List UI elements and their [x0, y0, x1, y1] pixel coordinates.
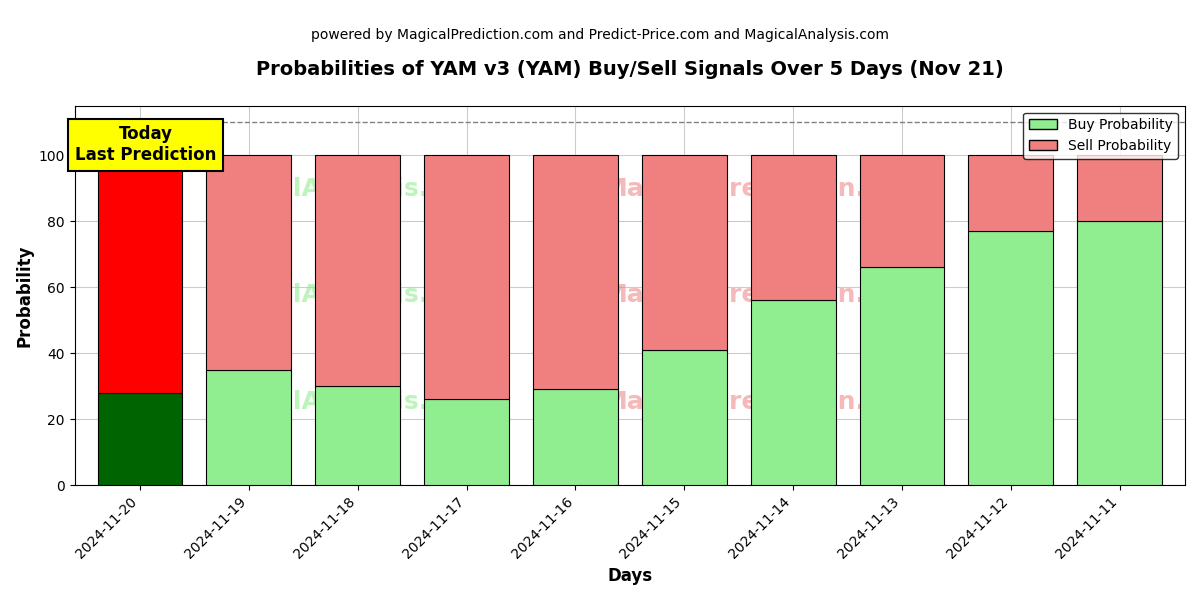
Bar [751, 300, 835, 485]
Text: MagicalPrediction.com: MagicalPrediction.com [602, 389, 924, 413]
Text: Today
Last Prediction: Today Last Prediction [74, 125, 216, 164]
Bar [206, 155, 292, 370]
Bar [968, 231, 1054, 485]
X-axis label: Days: Days [607, 567, 653, 585]
Bar [206, 370, 292, 485]
Bar [97, 392, 182, 485]
Y-axis label: Probability: Probability [16, 244, 34, 347]
Bar [642, 350, 727, 485]
Text: calAnalysis.com: calAnalysis.com [262, 283, 487, 307]
Bar [533, 389, 618, 485]
Text: calAnalysis.com: calAnalysis.com [262, 177, 487, 201]
Text: MagicalPrediction.com: MagicalPrediction.com [602, 283, 924, 307]
Bar [642, 155, 727, 350]
Text: MagicalPrediction.com: MagicalPrediction.com [602, 177, 924, 201]
Bar [316, 155, 400, 386]
Legend: Buy Probability, Sell Probability: Buy Probability, Sell Probability [1024, 113, 1178, 158]
Bar [1078, 221, 1162, 485]
Bar [533, 155, 618, 389]
Text: calAnalysis.com: calAnalysis.com [262, 389, 487, 413]
Bar [316, 386, 400, 485]
Bar [97, 155, 182, 392]
Bar [859, 155, 944, 267]
Bar [968, 155, 1054, 231]
Bar [751, 155, 835, 300]
Text: powered by MagicalPrediction.com and Predict-Price.com and MagicalAnalysis.com: powered by MagicalPrediction.com and Pre… [311, 28, 889, 42]
Bar [859, 267, 944, 485]
Bar [424, 155, 509, 399]
Bar [424, 399, 509, 485]
Title: Probabilities of YAM v3 (YAM) Buy/Sell Signals Over 5 Days (Nov 21): Probabilities of YAM v3 (YAM) Buy/Sell S… [256, 60, 1003, 79]
Bar [1078, 155, 1162, 221]
